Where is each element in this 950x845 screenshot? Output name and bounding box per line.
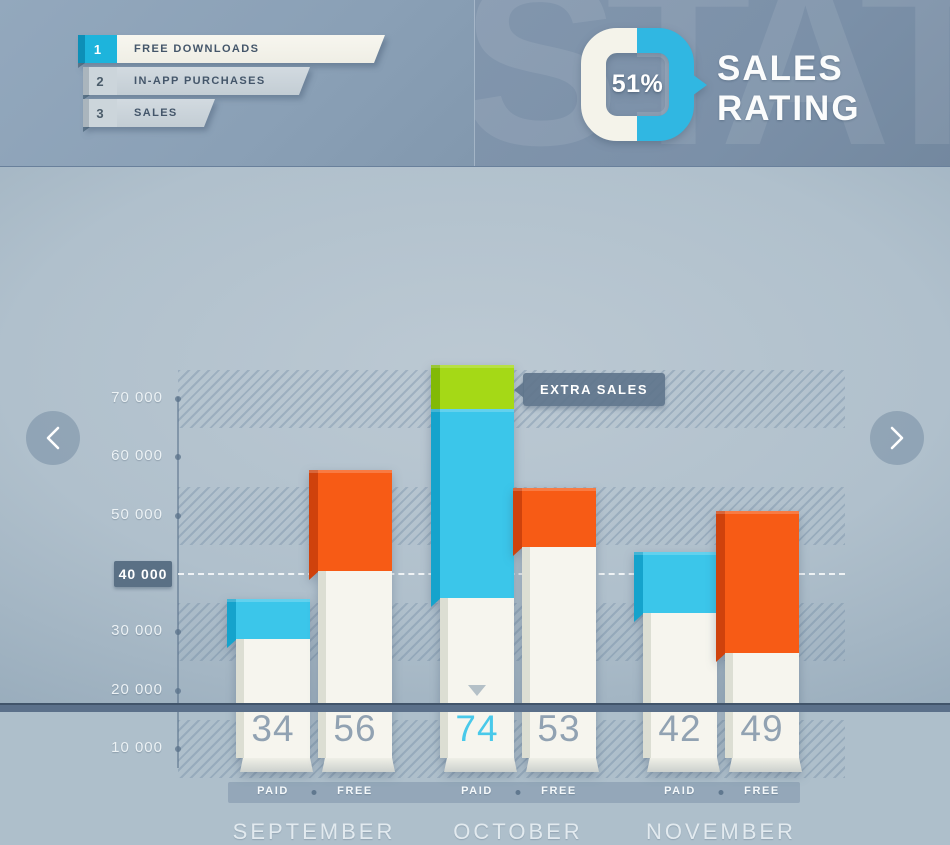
legend-number-tab: 2 — [83, 67, 117, 100]
bar-value-label: 42 — [658, 708, 702, 749]
bar-cap-fold — [716, 653, 726, 662]
y-axis-tick-dot — [175, 688, 181, 694]
bar-base — [322, 758, 395, 772]
bar-body: 56 — [318, 571, 392, 758]
bar-cap-cyan — [431, 409, 514, 598]
bar-cap-fold — [227, 639, 237, 648]
bar-november-paid: 42 — [634, 552, 720, 772]
y-axis-tick-dot — [175, 629, 181, 635]
gauge-progress-arc — [637, 28, 694, 141]
bar-cap-green — [431, 365, 514, 409]
bar-value-label: 34 — [251, 708, 295, 749]
series-label-paid: PAID — [664, 785, 696, 797]
bar-body: 42 — [643, 613, 717, 758]
month-label-september: SEPTEMBER — [232, 819, 396, 844]
gauge-pointer-icon — [692, 73, 707, 96]
bar-september-paid: 34 — [227, 599, 313, 772]
bar-body: 53 — [522, 547, 596, 758]
series-label-free: FREE — [541, 785, 577, 797]
bar-value-label: 56 — [333, 708, 377, 749]
bar-cap-fold — [513, 547, 523, 556]
bar-base — [444, 758, 517, 772]
series-separator-dot — [311, 790, 317, 795]
next-button[interactable] — [870, 411, 924, 465]
page-title: SALES RATING — [717, 49, 861, 129]
month-label-november: NOVEMBER — [646, 819, 796, 844]
bar-base — [729, 758, 802, 772]
legend-item-in-app-purchases[interactable]: 2 IN-APP PURCHASES — [0, 67, 474, 100]
previous-button[interactable] — [26, 411, 80, 465]
stat-watermark-text: STAT — [475, 0, 950, 166]
bar-value-label: 53 — [537, 708, 581, 749]
y-axis-tick-label: 30 000 — [111, 622, 163, 639]
chevron-right-icon — [890, 426, 904, 450]
legend-item-label: FREE DOWNLOADS — [117, 35, 385, 63]
y-axis-tick-dot — [175, 746, 181, 752]
footer-bar — [0, 703, 950, 712]
y-axis-tick-label: 50 000 — [111, 506, 163, 523]
header-title-panel: STAT — [475, 0, 950, 166]
bar-cap-orange — [513, 488, 596, 547]
series-separator-dot — [515, 790, 521, 795]
bar-cap-cyan — [227, 599, 310, 639]
bar-value-label: 49 — [740, 708, 784, 749]
legend-item-sales[interactable]: 3 SALES — [0, 99, 474, 132]
extra-sales-badge: EXTRA SALES — [523, 373, 666, 406]
header: 1 FREE DOWNLOADS 2 IN-APP PURCHASES 3 SALES S… — [0, 0, 950, 167]
bar-cap-fold — [634, 613, 644, 622]
bar-cap-fold — [431, 598, 441, 607]
gauge-percent-value: 51% — [611, 70, 664, 98]
bar-september-free: 56 — [309, 470, 395, 772]
y-axis-highlight-badge: 40 000 — [114, 561, 172, 587]
y-axis-tick-label: 60 000 — [111, 447, 163, 464]
chevron-left-icon — [46, 426, 60, 450]
y-axis-line — [177, 397, 179, 768]
legend-number-tab: 1 — [78, 35, 117, 68]
bar-november-free: 49 — [716, 511, 802, 772]
series-label-free: FREE — [337, 785, 373, 797]
legend-item-label: IN-APP PURCHASES — [117, 67, 310, 95]
bar-base — [647, 758, 720, 772]
legend-item-free-downloads[interactable]: 1 FREE DOWNLOADS — [0, 35, 474, 68]
bar-body: 34 — [236, 639, 310, 758]
y-axis-tick-label: 20 000 — [111, 681, 163, 698]
header-legend-panel: 1 FREE DOWNLOADS 2 IN-APP PURCHASES 3 SALES — [0, 0, 475, 166]
page-title-line1: SALES — [717, 49, 844, 88]
bar-base — [240, 758, 313, 772]
y-axis-tick-dot — [175, 454, 181, 460]
series-label-paid: PAID — [461, 785, 493, 797]
bar-cap-fold — [309, 571, 319, 580]
month-label-october: OCTOBER — [453, 819, 583, 844]
chart-area: 70 000 60 000 50 000 40 000 30 000 20 000 10 0… — [0, 167, 950, 844]
series-label-free: FREE — [744, 785, 780, 797]
page-title-line2: RATING — [717, 89, 861, 128]
series-separator-dot — [718, 790, 724, 795]
bar-cap-orange — [716, 511, 799, 653]
bar-october-free: 53 — [513, 488, 599, 772]
y-axis-tick-dot — [175, 396, 181, 402]
legend-number-tab: 3 — [83, 99, 117, 132]
bar-base — [526, 758, 599, 772]
bar-cap-orange — [309, 470, 392, 571]
series-label-paid: PAID — [257, 785, 289, 797]
bar-cap-cyan — [634, 552, 717, 613]
legend-item-label: SALES — [117, 99, 215, 127]
y-axis-tick-label: 70 000 — [111, 389, 163, 406]
sales-rating-gauge: 51% — [581, 28, 707, 141]
bar-body: 74 — [440, 598, 514, 758]
y-axis-tick-dot — [175, 513, 181, 519]
value-marker-icon — [468, 685, 486, 696]
bar-value-label: 74 — [455, 708, 499, 749]
y-axis-tick-label: 10 000 — [111, 739, 163, 756]
gauge-remainder-arc — [581, 28, 638, 141]
